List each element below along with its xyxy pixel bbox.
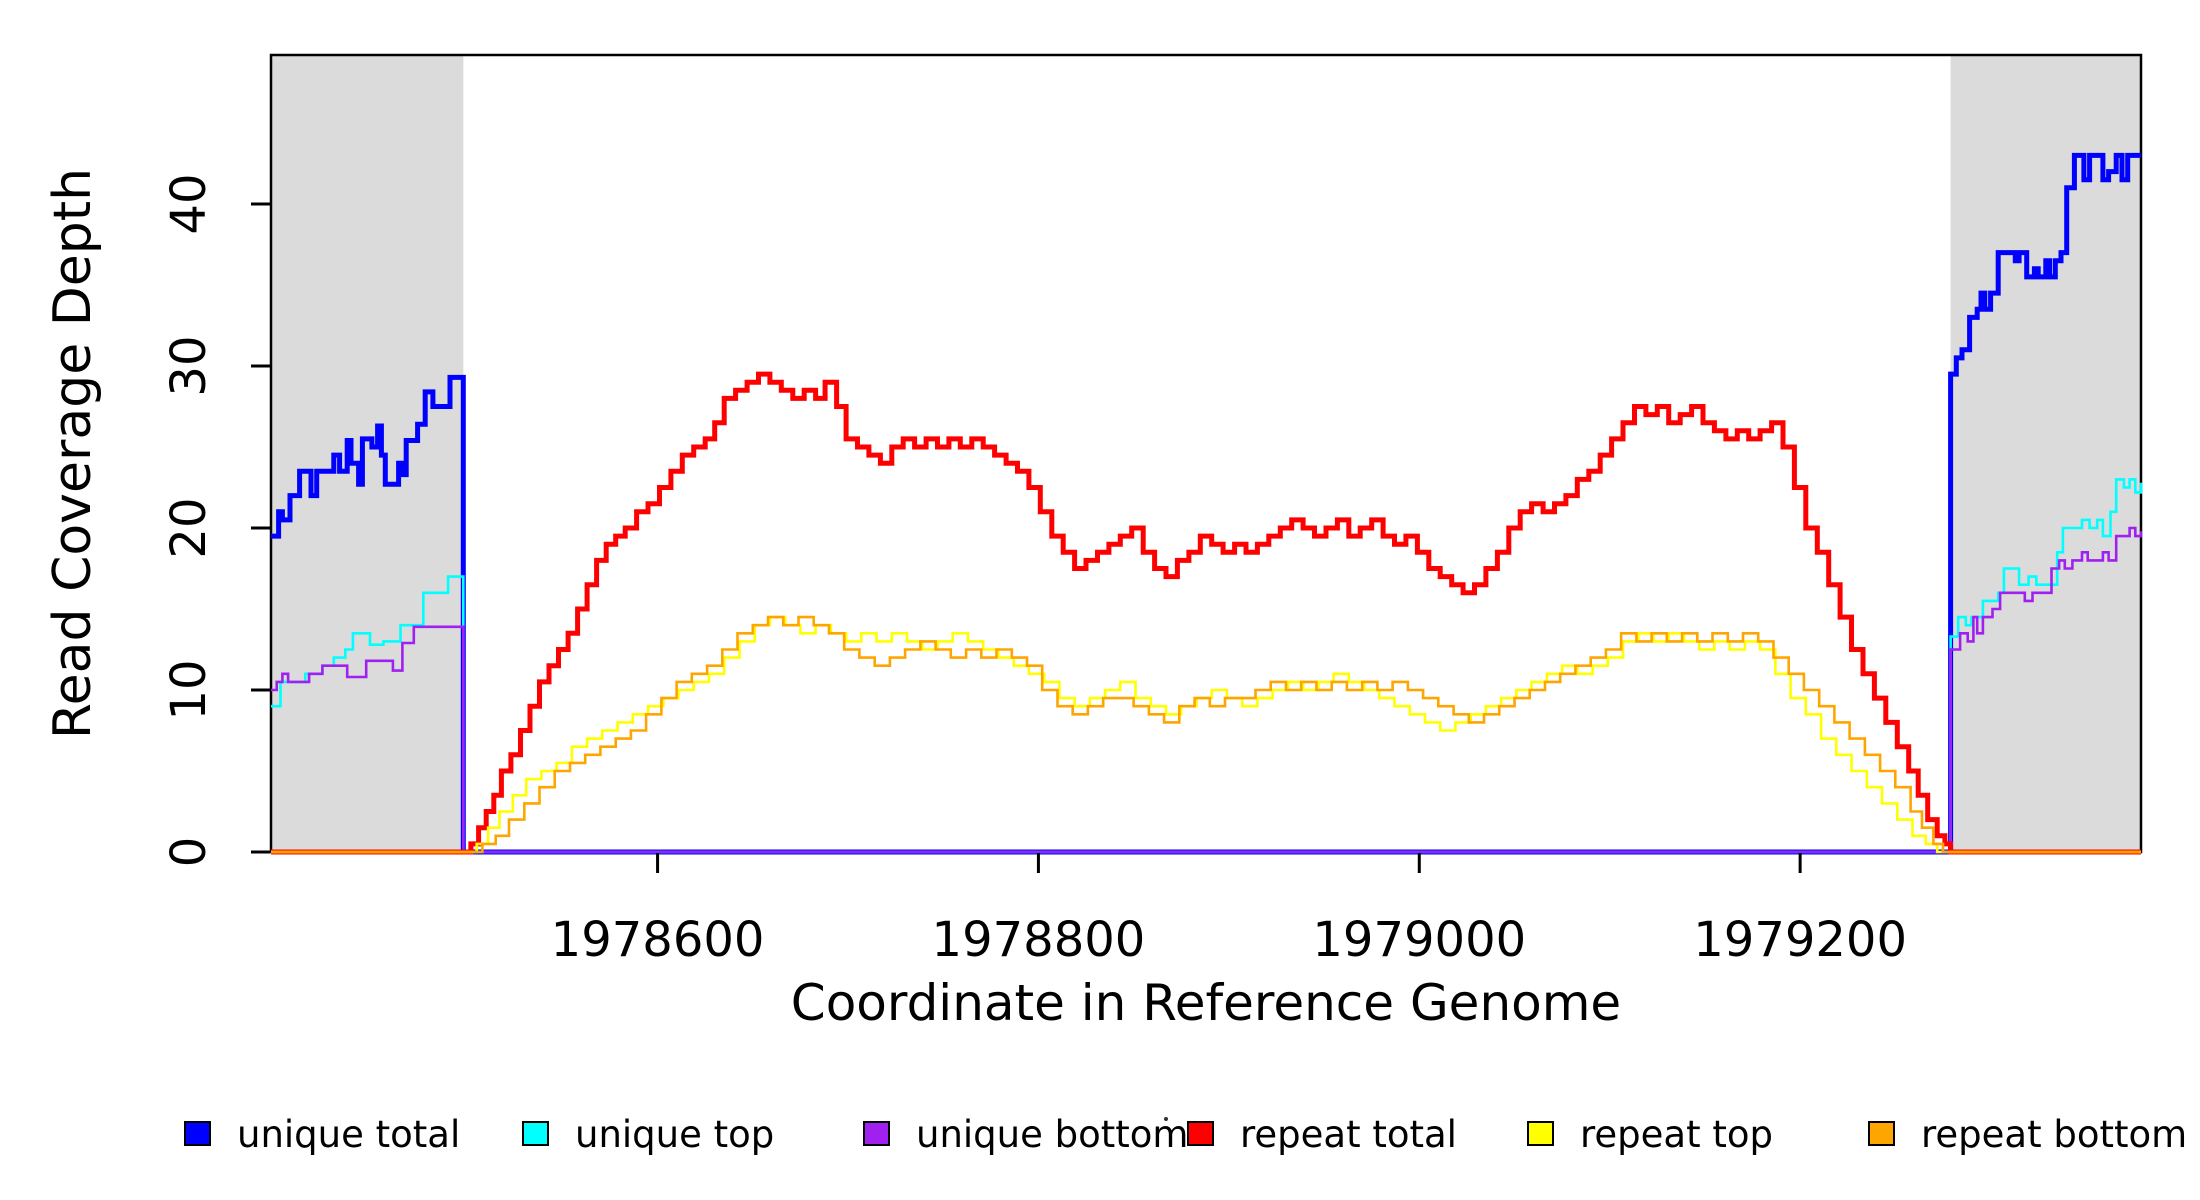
stray-dot: [1164, 1117, 1168, 1121]
legend-swatch-unique-top: [522, 1121, 549, 1146]
x-tick-label: 1978600: [551, 912, 765, 968]
legend-label-unique-top: unique top: [575, 1113, 774, 1156]
series-line-repeat-bottom: [271, 615, 2141, 854]
y-tick-label: 20: [161, 497, 217, 558]
x-tick-label: 1979000: [1312, 912, 1526, 968]
y-tick-label: 40: [161, 173, 217, 234]
legend-swatch-repeat-total: [1187, 1121, 1214, 1146]
legend-swatch-unique-bottom: [863, 1121, 890, 1146]
legend-swatch-repeat-bottom: [1868, 1121, 1895, 1146]
y-tick-label: 0: [161, 837, 217, 868]
y-axis-title: Read Coverage Depth: [43, 168, 103, 739]
legend-swatch-repeat-top: [1527, 1121, 1554, 1146]
legend-swatch-unique-total: [184, 1121, 211, 1146]
series-line-unique-top: [271, 478, 2143, 854]
x-axis-title: Coordinate in Reference Genome: [791, 974, 1621, 1032]
shaded-region-right: [1950, 55, 2141, 852]
legend-label-unique-bottom: unique bottom: [916, 1113, 1188, 1156]
series-line-repeat-total: [271, 371, 2141, 855]
series-line-unique-bottom: [271, 526, 2143, 854]
series-line-unique-total: [271, 152, 2141, 855]
x-tick-label: 1979200: [1693, 912, 1907, 968]
y-tick-label: 30: [161, 335, 217, 396]
y-tick-label: 10: [161, 659, 217, 720]
legend-label-repeat-top: repeat top: [1580, 1113, 1773, 1156]
shaded-region-left: [271, 55, 464, 852]
legend-label-unique-total: unique total: [237, 1113, 460, 1156]
x-tick-label: 1978800: [932, 912, 1146, 968]
legend-label-repeat-bottom: repeat bottom: [1921, 1113, 2187, 1156]
legend-label-repeat-total: repeat total: [1240, 1113, 1457, 1156]
